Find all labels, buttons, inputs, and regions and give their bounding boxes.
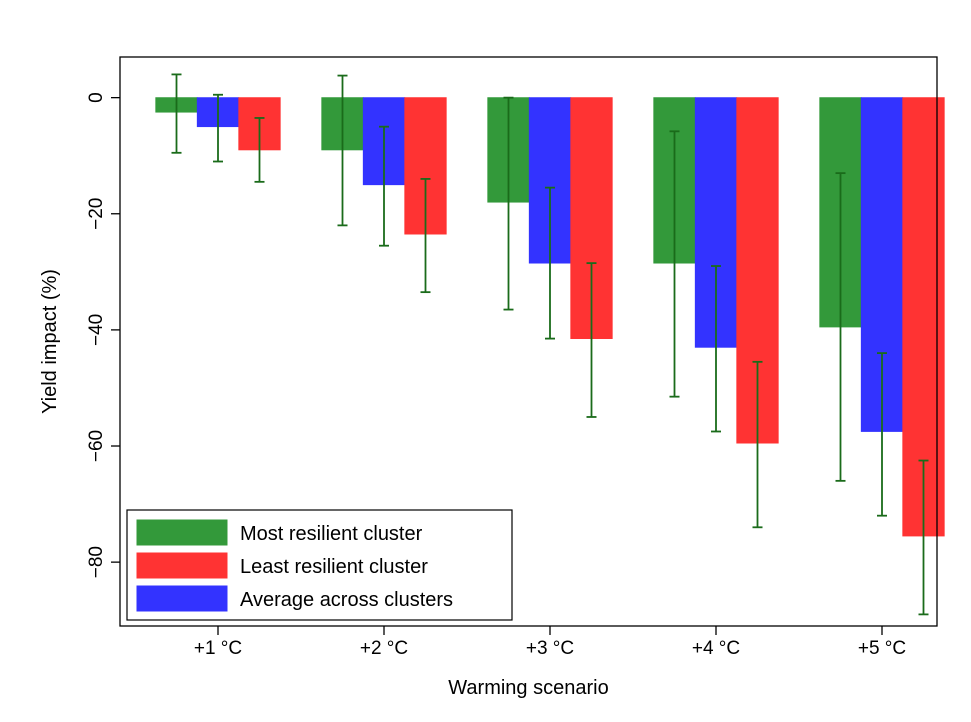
y-tick-label: −60	[86, 430, 107, 462]
x-tick-label: +2 °C	[360, 638, 408, 659]
error-bars-layer	[171, 73, 929, 616]
legend-swatch	[136, 585, 228, 612]
y-tick-label: −20	[86, 198, 107, 230]
legend: Most resilient cluster Least resilient cl…	[126, 509, 513, 621]
x-tick-label: +3 °C	[526, 638, 574, 659]
x-tick-label: +1 °C	[194, 638, 242, 659]
legend-label: Least resilient cluster	[240, 556, 428, 578]
legend-label: Average across clusters	[240, 589, 453, 611]
plot-frame	[119, 56, 938, 627]
x-axis: +1 °C +2 °C +3 °C +4 °C +5 °C	[194, 626, 906, 659]
x-axis-label: Warming scenario	[448, 677, 608, 699]
legend-swatch	[136, 552, 228, 579]
y-axis-label: Yield impact (%)	[39, 269, 61, 414]
legend-swatch	[136, 519, 228, 546]
legend-label: Most resilient cluster	[240, 523, 423, 545]
y-axis: 0 −20 −40 −60 −80	[86, 92, 120, 578]
y-tick-label: 0	[86, 92, 107, 103]
y-tick-label: −80	[86, 546, 107, 578]
x-tick-label: +5 °C	[858, 638, 906, 659]
x-tick-label: +4 °C	[692, 638, 740, 659]
y-tick-label: −40	[86, 314, 107, 346]
